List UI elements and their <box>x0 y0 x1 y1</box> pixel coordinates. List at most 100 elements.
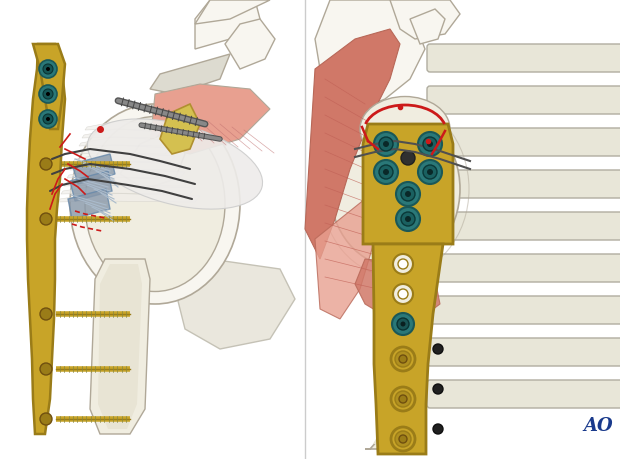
FancyBboxPatch shape <box>427 86 620 114</box>
Circle shape <box>405 191 411 197</box>
Circle shape <box>433 424 443 434</box>
FancyBboxPatch shape <box>427 128 620 156</box>
Circle shape <box>393 254 413 274</box>
Polygon shape <box>82 129 160 138</box>
Polygon shape <box>72 154 115 184</box>
Polygon shape <box>373 244 443 454</box>
Circle shape <box>405 216 411 222</box>
Circle shape <box>395 431 411 447</box>
Circle shape <box>423 137 437 151</box>
Circle shape <box>40 413 52 425</box>
FancyBboxPatch shape <box>427 44 620 72</box>
FancyBboxPatch shape <box>427 380 620 408</box>
FancyBboxPatch shape <box>427 254 620 282</box>
Circle shape <box>392 313 414 335</box>
Polygon shape <box>305 29 400 259</box>
Circle shape <box>396 207 420 231</box>
Circle shape <box>399 395 407 403</box>
Circle shape <box>379 137 393 151</box>
FancyBboxPatch shape <box>427 212 620 240</box>
Circle shape <box>40 213 52 225</box>
Polygon shape <box>225 19 275 69</box>
Polygon shape <box>70 171 112 201</box>
Ellipse shape <box>70 104 240 304</box>
Circle shape <box>43 114 53 124</box>
Circle shape <box>374 132 398 156</box>
Polygon shape <box>27 44 65 434</box>
Circle shape <box>379 165 393 179</box>
Circle shape <box>46 117 50 121</box>
Polygon shape <box>61 185 195 194</box>
Polygon shape <box>160 104 200 154</box>
Polygon shape <box>120 129 185 189</box>
Circle shape <box>427 169 433 175</box>
Polygon shape <box>76 145 170 154</box>
FancyBboxPatch shape <box>427 338 620 366</box>
FancyBboxPatch shape <box>427 296 620 324</box>
Circle shape <box>40 363 52 375</box>
Ellipse shape <box>85 117 225 291</box>
Circle shape <box>393 284 413 304</box>
Polygon shape <box>33 44 65 129</box>
Polygon shape <box>365 259 415 449</box>
Circle shape <box>398 289 408 299</box>
Polygon shape <box>79 137 165 146</box>
Circle shape <box>383 169 389 175</box>
Polygon shape <box>363 124 453 244</box>
Polygon shape <box>58 193 200 202</box>
Circle shape <box>398 259 408 269</box>
Circle shape <box>396 182 420 206</box>
Circle shape <box>401 151 415 165</box>
Polygon shape <box>355 259 440 319</box>
Bar <box>310 0 620 459</box>
Circle shape <box>418 160 442 184</box>
Circle shape <box>383 141 389 147</box>
Circle shape <box>433 344 443 354</box>
Circle shape <box>374 160 398 184</box>
Polygon shape <box>64 177 190 186</box>
Circle shape <box>399 355 407 363</box>
Circle shape <box>401 321 405 326</box>
Polygon shape <box>390 0 460 39</box>
Circle shape <box>395 391 411 407</box>
Polygon shape <box>150 54 230 94</box>
Polygon shape <box>67 169 185 178</box>
Circle shape <box>427 141 433 147</box>
Circle shape <box>423 165 437 179</box>
Circle shape <box>433 384 443 394</box>
Polygon shape <box>195 0 260 49</box>
Circle shape <box>43 89 53 99</box>
Ellipse shape <box>87 119 262 209</box>
Polygon shape <box>370 264 410 444</box>
Circle shape <box>391 347 415 371</box>
Circle shape <box>391 387 415 411</box>
Circle shape <box>39 60 57 78</box>
Polygon shape <box>150 84 270 154</box>
Circle shape <box>397 318 409 330</box>
Circle shape <box>40 308 52 320</box>
Circle shape <box>399 435 407 443</box>
Circle shape <box>43 64 53 74</box>
Polygon shape <box>85 121 155 130</box>
Ellipse shape <box>360 96 450 162</box>
Text: AO: AO <box>583 417 613 435</box>
Polygon shape <box>315 0 425 109</box>
Circle shape <box>46 67 50 71</box>
Polygon shape <box>98 264 142 429</box>
Circle shape <box>39 85 57 103</box>
Polygon shape <box>90 259 150 434</box>
Polygon shape <box>70 161 180 170</box>
Circle shape <box>391 427 415 451</box>
Polygon shape <box>195 0 270 24</box>
Polygon shape <box>68 189 110 219</box>
Polygon shape <box>175 259 295 349</box>
Circle shape <box>46 92 50 96</box>
Circle shape <box>39 110 57 128</box>
Polygon shape <box>315 179 380 319</box>
Polygon shape <box>73 153 175 162</box>
FancyBboxPatch shape <box>427 170 620 198</box>
Circle shape <box>401 187 415 201</box>
Polygon shape <box>410 9 445 44</box>
Ellipse shape <box>330 112 460 267</box>
Circle shape <box>418 132 442 156</box>
